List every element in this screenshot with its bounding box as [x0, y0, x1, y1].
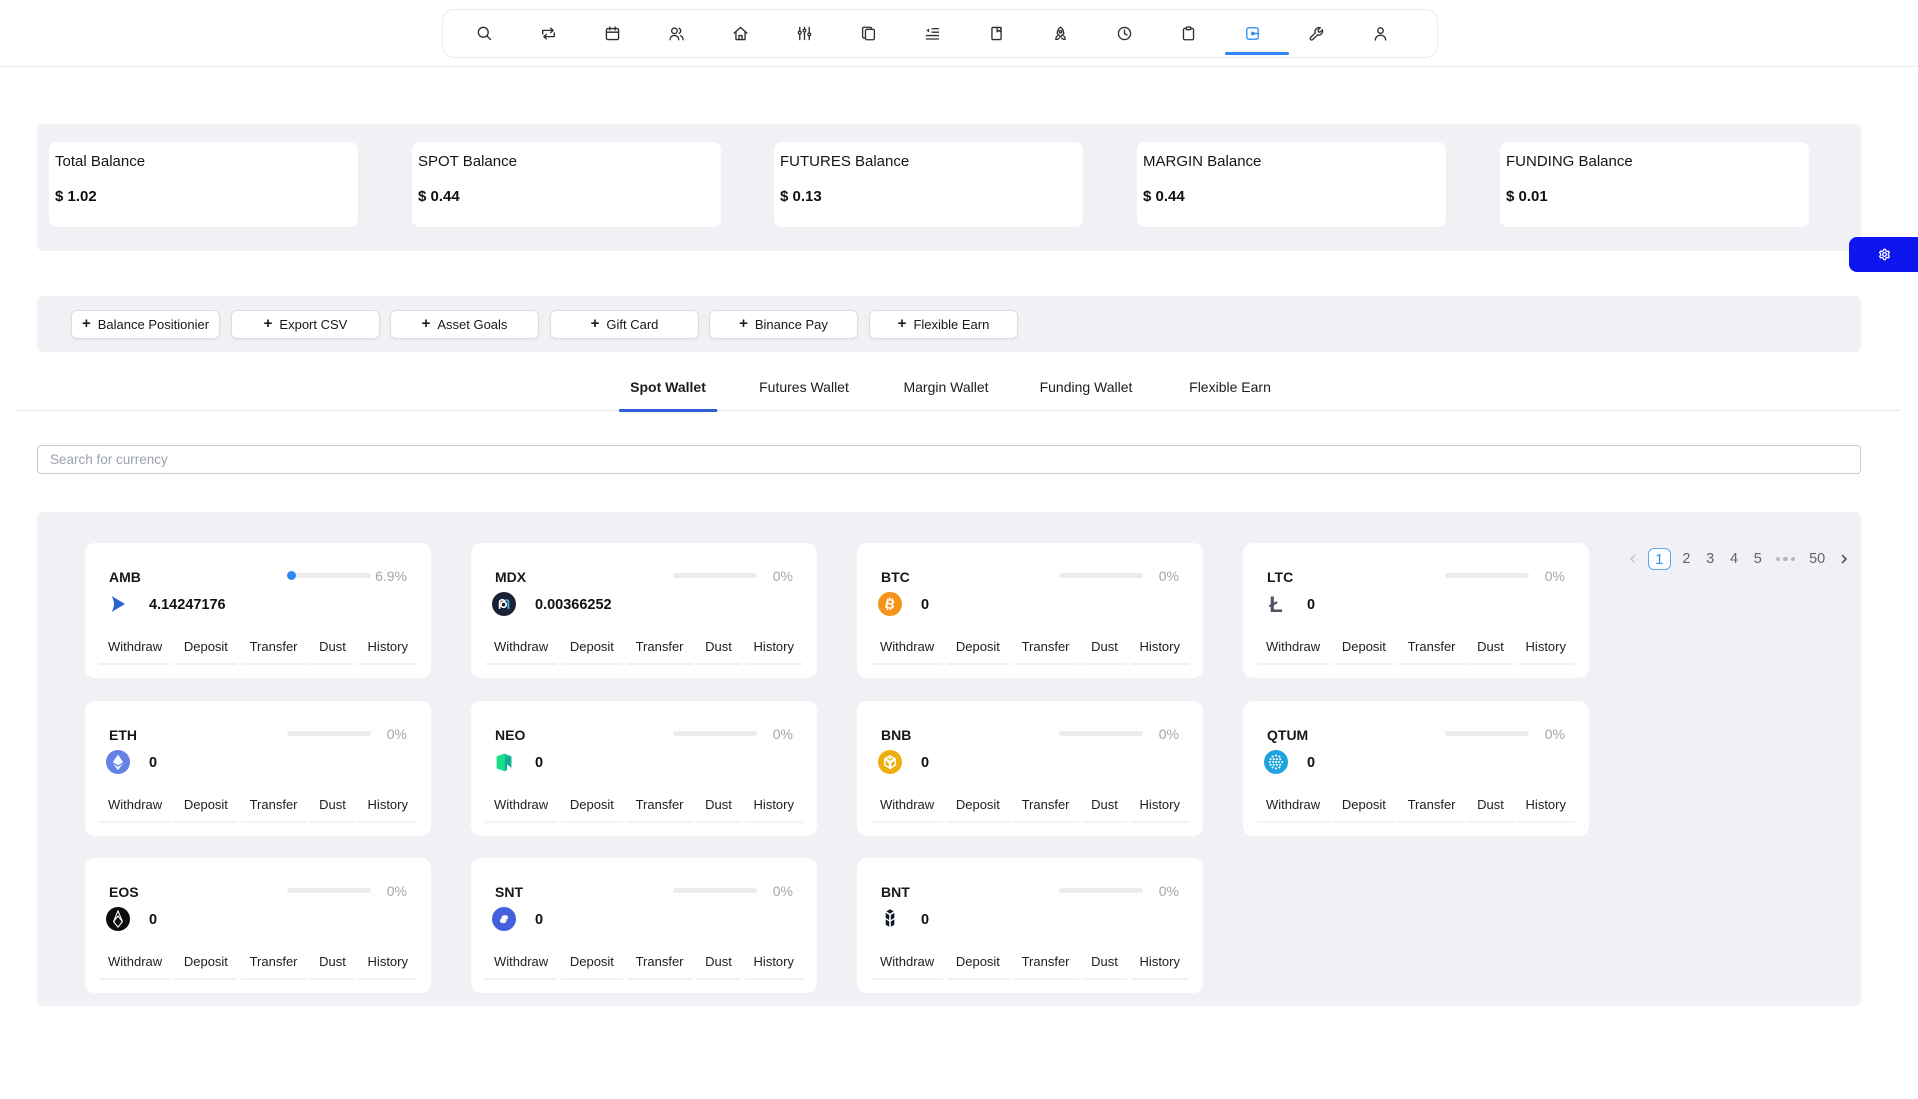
svg-text:B: B — [884, 596, 897, 613]
svg-text:Ł: Ł — [1269, 592, 1282, 616]
